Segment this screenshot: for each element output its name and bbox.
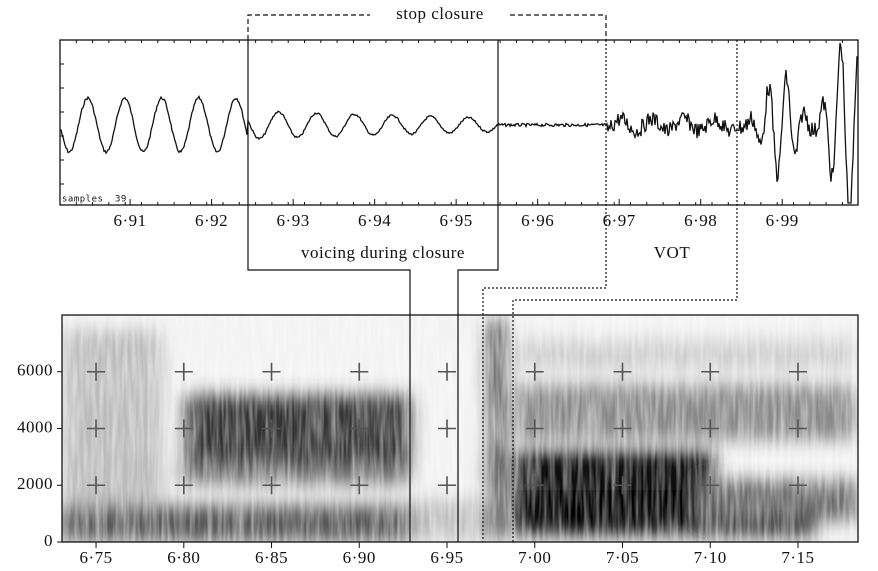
grid-cross: [788, 476, 807, 495]
x-tick-label: 7·15: [781, 548, 814, 567]
grid-cross: [613, 476, 632, 495]
grid-cross: [87, 476, 106, 495]
grid-cross: [262, 362, 281, 381]
grid-cross: [701, 362, 720, 381]
voicing-label: voicing during closure: [301, 243, 465, 262]
y-tick-label: 2000: [17, 474, 53, 493]
x-tick-label: 6·75: [79, 548, 112, 567]
x-tick-label: 6·96: [521, 211, 554, 230]
grid-cross: [87, 362, 106, 381]
y-tick-label: 6000: [17, 361, 53, 380]
grid-cross: [174, 476, 193, 495]
grid-cross: [350, 419, 369, 438]
connectors: [247, 14, 738, 542]
grid-cross: [438, 362, 457, 381]
grid-cross: [525, 419, 544, 438]
grid-cross: [613, 419, 632, 438]
x-tick-label: 6·90: [343, 548, 376, 567]
grid-cross: [525, 476, 544, 495]
grid-cross: [87, 419, 106, 438]
grid-cross: [262, 419, 281, 438]
x-tick-label: 7·05: [606, 548, 639, 567]
grid-cross: [788, 419, 807, 438]
x-tick-label: 6·99: [766, 211, 799, 230]
x-tick-label: 6·98: [684, 211, 717, 230]
grid-cross: [262, 476, 281, 495]
grid-cross: [613, 362, 632, 381]
x-tick-label: 7·10: [694, 548, 727, 567]
spectrogram-image: [62, 315, 858, 542]
grid-cross: [350, 476, 369, 495]
grid-cross: [701, 476, 720, 495]
stop-closure-label: stop closure: [396, 4, 484, 23]
vot-label: VOT: [654, 243, 691, 262]
x-tick-label: 6·93: [277, 211, 310, 230]
x-tick-label: 6·94: [358, 211, 391, 230]
x-tick-label: 6·95: [440, 211, 473, 230]
grid-cross: [174, 419, 193, 438]
x-tick-label: 6·91: [114, 211, 147, 230]
grid-cross: [701, 419, 720, 438]
waveform: [60, 42, 858, 204]
counter-label: samples: [62, 195, 103, 205]
x-tick-label: 6·95: [430, 548, 463, 567]
grid-cross: [438, 476, 457, 495]
grid-cross: [788, 362, 807, 381]
x-tick-label: 6·92: [195, 211, 228, 230]
grid-cross: [350, 362, 369, 381]
x-tick-label: 6·85: [255, 548, 288, 567]
y-tick-label: 4000: [17, 417, 53, 436]
y-tick-label: 0: [44, 531, 53, 550]
grid-cross: [438, 419, 457, 438]
counter-value: 39: [115, 195, 127, 205]
waveform-frame: [59, 39, 859, 206]
grid-cross: [525, 362, 544, 381]
x-tick-label: 6·97: [603, 211, 636, 230]
x-tick-label: 6·80: [167, 548, 200, 567]
grid-cross: [174, 362, 193, 381]
x-tick-label: 7·00: [518, 548, 551, 567]
